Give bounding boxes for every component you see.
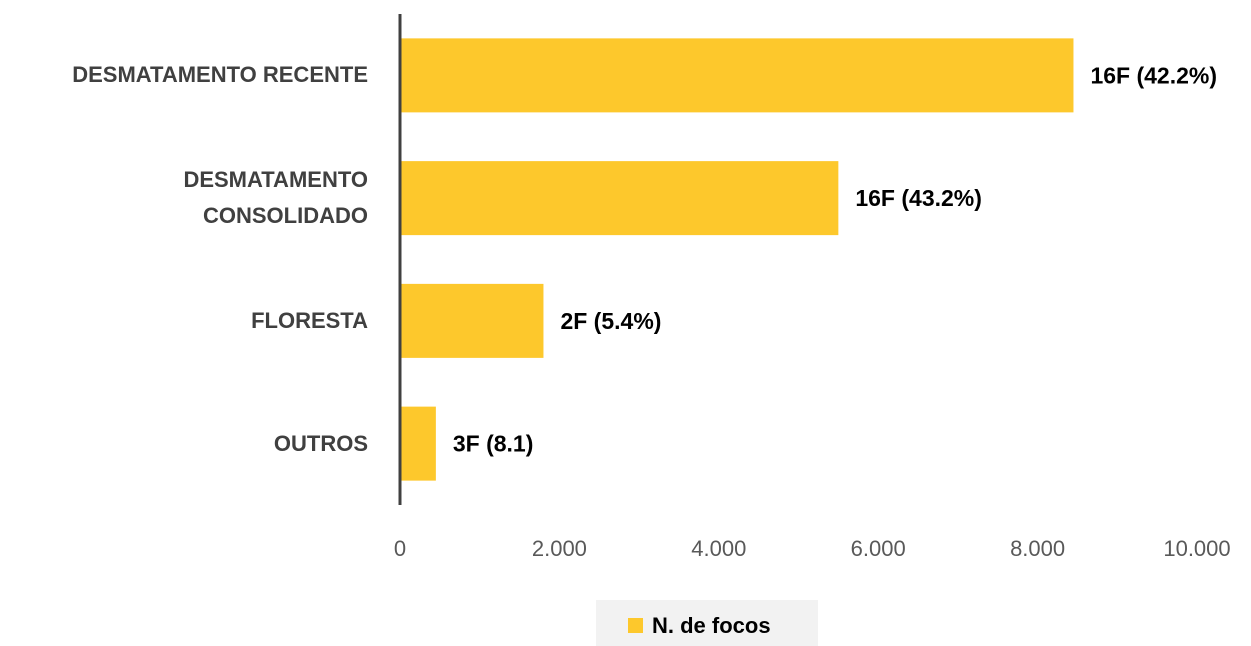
- legend-swatch: [628, 618, 643, 633]
- x-tick-label: 6.000: [851, 536, 906, 561]
- bar-annotation: 16F (43.2%): [855, 185, 982, 211]
- y-category-label: OUTROS: [273, 430, 368, 456]
- y-category-label: FLORESTA: [251, 307, 368, 333]
- bar: [400, 406, 436, 481]
- bar-annotation: 2F (5.4%): [560, 308, 661, 334]
- bar-annotation: 16F (42.2%): [1090, 62, 1217, 88]
- legend-label: N. de focos: [652, 613, 771, 638]
- bar: [400, 38, 1074, 113]
- y-category-label: DESMATAMENTO RECENTE: [72, 62, 368, 88]
- x-tick-label: 10.000: [1163, 536, 1230, 561]
- x-tick-label: 4.000: [691, 536, 746, 561]
- y-category-label: DESMATAMENTO CONSOLIDADO: [183, 167, 368, 229]
- bar: [400, 283, 544, 358]
- bar-annotation: 3F (8.1): [453, 431, 534, 457]
- x-tick-label: 0: [394, 536, 406, 561]
- bar: [400, 161, 839, 236]
- x-tick-label: 2.000: [532, 536, 587, 561]
- x-tick-label: 8.000: [1010, 536, 1065, 561]
